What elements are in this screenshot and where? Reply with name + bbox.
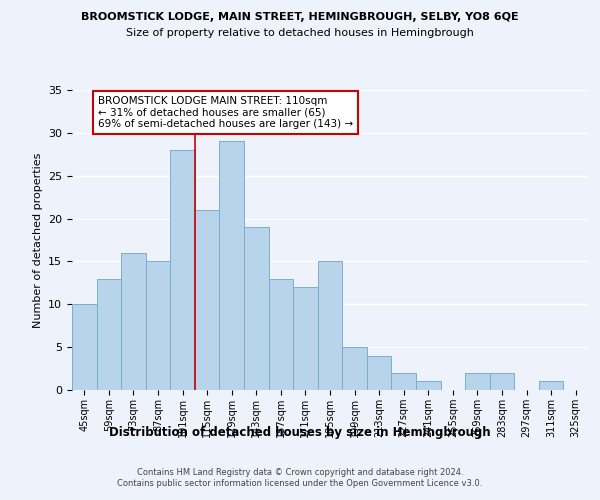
Bar [367, 356, 391, 390]
Bar [391, 373, 416, 390]
Text: Distribution of detached houses by size in Hemingbrough: Distribution of detached houses by size … [109, 426, 491, 439]
Bar [293, 287, 318, 390]
Bar [72, 304, 97, 390]
Bar [220, 142, 244, 390]
Bar [244, 227, 269, 390]
Bar [342, 347, 367, 390]
Text: Size of property relative to detached houses in Hemingbrough: Size of property relative to detached ho… [126, 28, 474, 38]
Text: Contains HM Land Registry data © Crown copyright and database right 2024.: Contains HM Land Registry data © Crown c… [137, 468, 463, 477]
Text: Contains public sector information licensed under the Open Government Licence v3: Contains public sector information licen… [118, 480, 482, 488]
Bar [121, 253, 146, 390]
Bar [539, 382, 563, 390]
Bar [318, 262, 342, 390]
Bar [170, 150, 195, 390]
Text: BROOMSTICK LODGE MAIN STREET: 110sqm
← 31% of detached houses are smaller (65)
6: BROOMSTICK LODGE MAIN STREET: 110sqm ← 3… [98, 96, 353, 129]
Text: BROOMSTICK LODGE, MAIN STREET, HEMINGBROUGH, SELBY, YO8 6QE: BROOMSTICK LODGE, MAIN STREET, HEMINGBRO… [81, 12, 519, 22]
Bar [490, 373, 514, 390]
Bar [416, 382, 440, 390]
Y-axis label: Number of detached properties: Number of detached properties [32, 152, 43, 328]
Bar [269, 278, 293, 390]
Bar [195, 210, 220, 390]
Bar [146, 262, 170, 390]
Bar [97, 278, 121, 390]
Bar [465, 373, 490, 390]
